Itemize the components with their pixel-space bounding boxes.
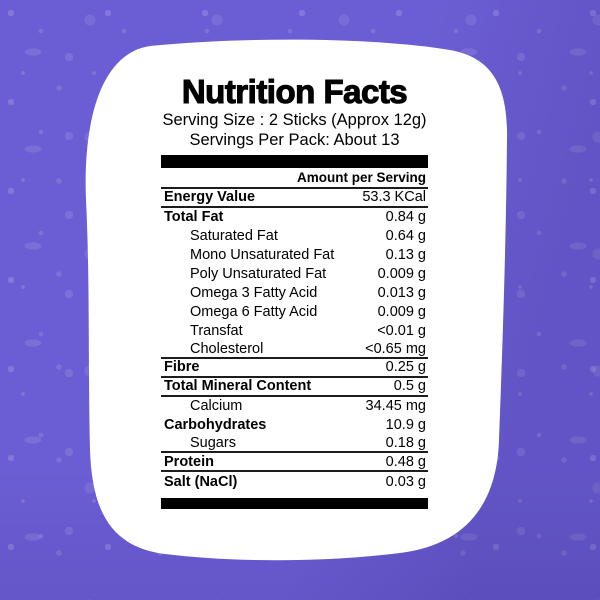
nutrition-facts-label: Nutrition Facts Serving Size : 2 Sticks … (161, 73, 428, 510)
row-value: 10.9 g (385, 417, 426, 434)
row-label: Energy Value (164, 189, 256, 206)
row-value: 34.45 mg (365, 398, 426, 415)
table-row: Salt (NaCl) 0.03 g (161, 472, 428, 491)
row-value: 53.3 KCal (362, 189, 426, 206)
table-row: Calcium 34.45 mg (161, 397, 428, 416)
row-value: 0.25 g (385, 359, 426, 376)
amount-per-serving-header: Amount per Serving (161, 168, 428, 189)
row-label: Fibre (164, 359, 200, 376)
row-value: 0.03 g (385, 473, 426, 490)
bottom-divider-bar (161, 498, 428, 510)
table-row: Total Fat 0.84 g (161, 208, 428, 227)
row-label: Omega 6 Fatty Acid (190, 303, 318, 320)
row-value: <0.01 g (377, 322, 426, 339)
row-label: Calcium (190, 398, 243, 415)
table-row: Mono Unsaturated Fat 0.13 g (161, 246, 428, 265)
table-row: Cholesterol <0.65 mg (161, 340, 428, 360)
row-value: <0.65 mg (365, 340, 426, 357)
serving-size-text: Serving Size : 2 Sticks (Approx 12g) (162, 111, 427, 129)
table-row: Carbohydrates 10.9 g (161, 416, 428, 435)
table-row: Transfat <0.01 g (161, 321, 428, 340)
row-value: 0.13 g (385, 247, 426, 264)
row-label: Mono Unsaturated Fat (190, 247, 335, 264)
row-value: 0.18 g (385, 435, 426, 452)
table-row: Energy Value 53.3 KCal (161, 189, 428, 208)
table-row: Protein 0.48 g (161, 453, 428, 473)
table-row: Fibre 0.25 g (161, 359, 428, 378)
row-label: Salt (NaCl) (164, 473, 238, 490)
row-label: Poly Unsaturated Fat (190, 266, 327, 282)
row-value: 0.009 g (377, 266, 426, 282)
row-label: Total Mineral Content (164, 378, 312, 395)
row-label: Protein (164, 453, 214, 470)
row-value: 0.009 g (377, 303, 426, 320)
row-value: 0.64 g (385, 228, 426, 245)
servings-per-pack-text: Servings Per Pack: About 13 (189, 131, 400, 149)
row-label: Carbohydrates (164, 417, 267, 434)
top-divider-bar (161, 155, 428, 168)
label-title: Nutrition Facts (181, 73, 408, 110)
row-value: 0.013 g (377, 284, 426, 301)
row-label: Cholesterol (190, 340, 264, 357)
row-label: Saturated Fat (190, 228, 278, 245)
row-value: 0.48 g (385, 453, 426, 470)
row-value: 0.84 g (385, 209, 426, 226)
table-row: Total Mineral Content 0.5 g (161, 378, 428, 397)
table-row: Omega 3 Fatty Acid 0.013 g (161, 283, 428, 302)
table-row: Saturated Fat 0.64 g (161, 227, 428, 246)
row-label: Omega 3 Fatty Acid (190, 284, 318, 301)
table-row: Sugars 0.18 g (161, 435, 428, 454)
card-shape (85, 39, 508, 561)
row-label: Transfat (190, 322, 243, 339)
table-row: Omega 6 Fatty Acid 0.009 g (161, 302, 428, 321)
row-label: Total Fat (164, 209, 224, 226)
table-row: Poly Unsaturated Fat 0.009 g (161, 265, 428, 284)
row-value: 0.5 g (393, 378, 426, 395)
row-label: Sugars (190, 435, 236, 452)
nutrition-table: Energy Value 53.3 KCal Total Fat 0.84 g Satu… (161, 189, 428, 491)
